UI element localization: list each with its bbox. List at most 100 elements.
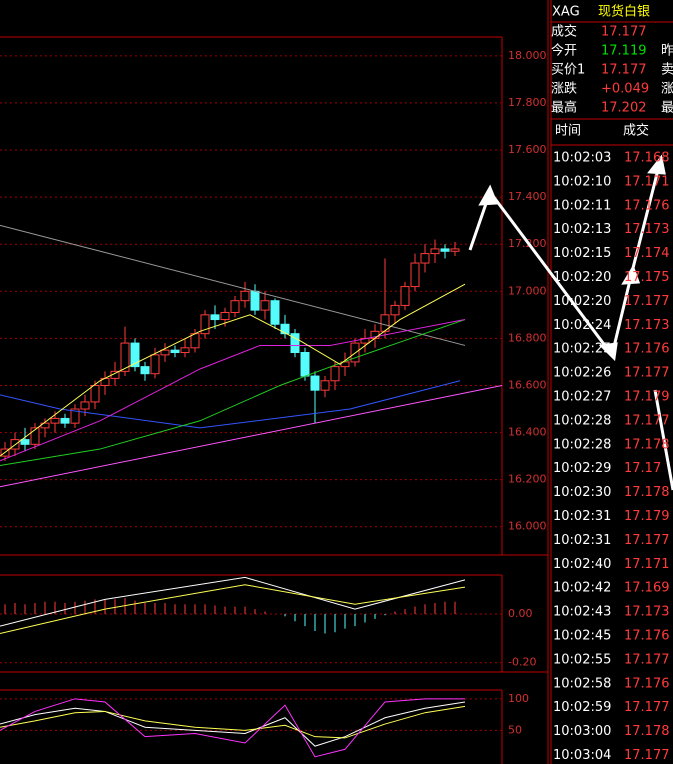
candle-body	[190, 333, 200, 349]
y-tick-label: 17.000	[508, 284, 547, 297]
indicator-line	[0, 384, 503, 488]
trade-time: 10:02:15	[553, 246, 611, 261]
indicator-line	[0, 380, 461, 429]
trade-time: 10:02:20	[553, 294, 611, 309]
table-header: 成交	[623, 123, 649, 139]
trade-price: 17.177	[624, 413, 670, 428]
trade-price: 17.176	[624, 342, 670, 357]
candle-body	[150, 354, 160, 375]
trade-time: 10:02:40	[553, 557, 611, 572]
y-tick-label: 16.000	[508, 520, 547, 533]
indicator-line	[0, 705, 466, 739]
candle-body	[230, 300, 240, 313]
candle-body	[440, 248, 450, 252]
trade-price: 17.173	[624, 318, 670, 333]
indicator-line	[0, 701, 466, 747]
trade-time: 10:02:28	[553, 437, 611, 452]
trade-time: 10:02:20	[553, 270, 611, 285]
candle-body	[180, 347, 190, 354]
table-header: 时间	[555, 124, 581, 139]
candle-body	[60, 417, 70, 424]
y-tick-label: 50	[508, 723, 522, 736]
trade-time: 10:02:42	[553, 581, 611, 596]
trade-price: 17.177	[624, 366, 670, 381]
candle-body	[430, 248, 440, 255]
trade-price: 17.169	[624, 581, 670, 596]
y-tick-label: 16.400	[508, 426, 547, 439]
y-tick-label: 17.600	[508, 143, 547, 156]
y-tick-label: 16.200	[508, 473, 547, 486]
annotation-arrows	[468, 154, 673, 491]
trade-price: 17.175	[624, 270, 670, 285]
candle-body	[280, 323, 290, 335]
trade-time: 10:02:43	[553, 605, 611, 620]
trade-price: 17.171	[624, 557, 670, 572]
trade-price: 17.178	[624, 724, 670, 739]
trade-time: 10:02:13	[553, 222, 611, 237]
candle-body	[170, 349, 180, 354]
candle-body	[250, 290, 260, 311]
candle-body	[80, 401, 90, 410]
trade-price: 17.179	[624, 509, 670, 524]
quote-value: 17.177	[601, 63, 647, 78]
trade-price: 17.177	[624, 533, 670, 548]
trade-price: 17.177	[624, 748, 670, 763]
candle-body	[310, 375, 320, 391]
trade-price: 17.17	[624, 461, 661, 476]
symbol-name: 现货白银	[598, 4, 650, 20]
y-tick-label: 16.600	[508, 378, 547, 391]
trade-time: 10:02:58	[553, 676, 611, 691]
candle-body	[420, 253, 430, 264]
candle-body	[50, 417, 60, 424]
candle-body	[130, 342, 140, 368]
trade-time: 10:02:31	[553, 533, 611, 548]
trade-price: 17.177	[624, 700, 670, 715]
candle-body	[300, 352, 310, 377]
candle-body	[290, 333, 300, 354]
trade-time: 10:02:10	[553, 174, 611, 189]
y-tick-label: 17.400	[508, 190, 547, 203]
candle-body	[320, 380, 330, 391]
candle-body	[390, 304, 400, 316]
trade-time: 10:02:27	[553, 390, 611, 405]
candle-body	[240, 290, 250, 302]
trade-price: 17.176	[624, 676, 670, 691]
candle-body	[450, 248, 460, 252]
indicator-line	[0, 576, 466, 627]
candle-body	[20, 439, 30, 445]
quote-value: 17.119	[601, 44, 647, 59]
trade-price: 17.173	[624, 222, 670, 237]
y-tick-label: 16.800	[508, 331, 547, 344]
candle-body	[160, 349, 170, 356]
candle-body	[140, 366, 150, 375]
candle-body	[90, 384, 100, 403]
trade-price: 17.178	[624, 437, 670, 452]
candle-body	[330, 366, 340, 382]
trade-time: 10:02:30	[553, 485, 611, 500]
indicator-line	[0, 224, 466, 346]
trade-time: 10:02:11	[553, 198, 611, 213]
trade-time: 10:03:00	[553, 724, 611, 739]
y-tick-label: 100	[508, 692, 529, 705]
quote-label: 卖	[661, 63, 673, 78]
quote-value: 17.177	[601, 25, 647, 40]
trade-time: 10:02:55	[553, 652, 611, 667]
candle-body	[400, 286, 410, 306]
candle-body	[70, 408, 80, 424]
quote-label: 今开	[551, 43, 577, 59]
y-tick-label: 17.800	[508, 96, 547, 109]
quote-label: 昨	[661, 44, 673, 59]
indicator-line	[0, 319, 466, 462]
y-tick-label: -0.20	[508, 656, 536, 669]
candle-body	[220, 311, 230, 321]
trade-price: 17.176	[624, 629, 670, 644]
trade-time: 10:03:04	[553, 748, 611, 763]
trade-time: 10:02:24	[553, 318, 611, 333]
indicator-line	[0, 319, 466, 467]
trade-time: 10:02:45	[553, 629, 611, 644]
indicator-line	[0, 584, 466, 634]
trade-time: 10:02:29	[553, 461, 611, 476]
trade-price: 17.168	[624, 151, 670, 166]
